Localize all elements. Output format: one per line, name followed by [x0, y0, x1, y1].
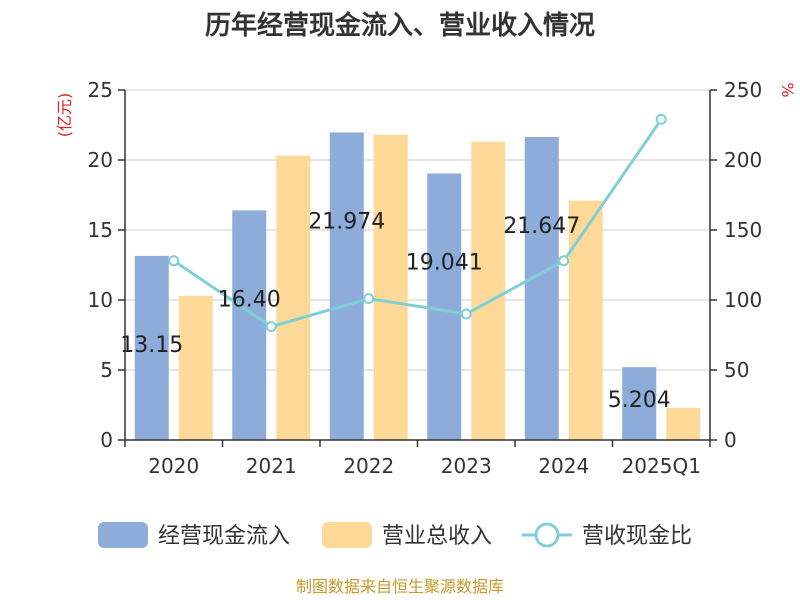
legend-label-经营现金流入: 经营现金流入: [158, 524, 290, 549]
bar-营业总收入-2021: [276, 155, 311, 441]
bar-经营现金流入-2022: [329, 132, 364, 441]
point-营收现金比-2022: [363, 293, 375, 305]
point-营收现金比-2021: [265, 321, 277, 333]
point-营收现金比-2023: [460, 308, 472, 320]
x-tick-label: 2023: [441, 454, 492, 478]
x-tick-label: 2025Q1: [622, 454, 701, 478]
legend-label-营收现金比: 营收现金比: [582, 524, 692, 549]
bar-营业总收入-2023: [471, 141, 506, 441]
data-label-2025Q1: 5.204: [608, 388, 671, 413]
bar-经营现金流入-2025Q1: [622, 367, 657, 440]
line-series: [168, 113, 667, 333]
footer-source: 制图数据来自恒生聚源数据库: [296, 577, 504, 596]
y-left-tick-label: 0: [100, 428, 113, 452]
y-right-tick-label: 150: [724, 218, 762, 242]
x-tick-label: 2021: [246, 454, 297, 478]
bar-营业总收入-2024: [568, 200, 603, 440]
point-营收现金比-2024: [558, 255, 570, 267]
data-label-2022: 21.974: [308, 209, 385, 234]
x-tick-label: 2024: [538, 454, 589, 478]
legend-swatch-营业总收入: [322, 522, 372, 548]
chart-title: 历年经营现金流入、营业收入情况: [205, 10, 595, 41]
point-营收现金比-2020: [168, 255, 180, 267]
bar-经营现金流入-2023: [427, 173, 462, 440]
x-tick-label: 2022: [343, 454, 394, 478]
legend-marker-营收现金比: [534, 522, 560, 548]
bar-营业总收入-2020: [178, 295, 213, 440]
point-营收现金比-2025Q1: [655, 113, 667, 125]
bars: [134, 132, 701, 441]
legend: 经营现金流入 营业总收入 营收现金比: [98, 522, 692, 549]
y-left-tick-label: 10: [88, 288, 113, 312]
data-label-2024: 21.647: [503, 214, 580, 239]
legend-swatch-经营现金流入: [98, 522, 148, 548]
y-right-tick-label: 250: [724, 78, 762, 102]
y-axis-left-label: (亿元): [55, 93, 74, 138]
data-label-2023: 19.041: [406, 250, 483, 275]
line-营收现金比: [172, 118, 663, 329]
bar-经营现金流入-2021: [232, 210, 267, 440]
bar-经营现金流入-2024: [524, 137, 559, 441]
y-left-tick-label: 20: [88, 148, 113, 172]
data-label-2021: 16.40: [218, 287, 281, 312]
y-right-tick-label: 50: [724, 358, 749, 382]
data-labels: 13.15 16.40 21.974 19.041 21.647 5.204: [120, 209, 670, 413]
legend-label-营业总收入: 营业总收入: [382, 524, 492, 549]
y-left-tick-label: 5: [100, 358, 113, 382]
y-axis-right-label: %: [778, 82, 797, 97]
bar-营业总收入-2025Q1: [666, 407, 701, 440]
y-left-tick-label: 25: [88, 78, 113, 102]
bar-营业总收入-2022: [373, 134, 408, 441]
y-left-tick-label: 15: [88, 218, 113, 242]
y-right-tick-label: 200: [724, 148, 762, 172]
y-right-tick-label: 0: [724, 428, 737, 452]
y-right-tick-label: 100: [724, 288, 762, 312]
x-tick-label: 2020: [148, 454, 199, 478]
bar-经营现金流入-2020: [134, 255, 169, 440]
data-label-2020: 13.15: [120, 333, 183, 358]
